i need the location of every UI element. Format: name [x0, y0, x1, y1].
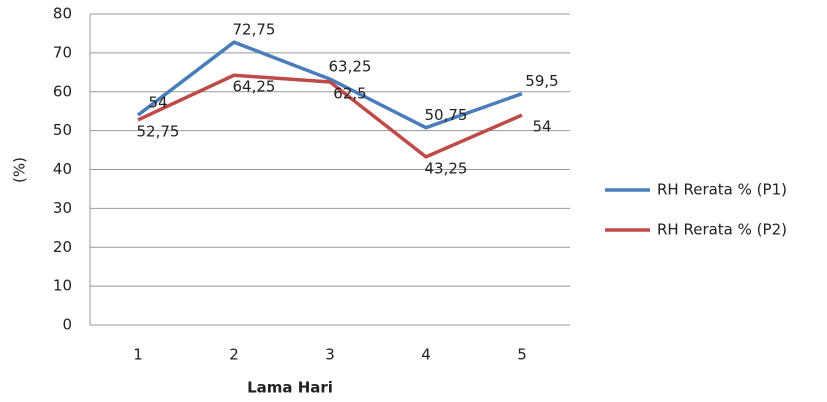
- y-tick-label: 20: [53, 238, 72, 256]
- x-tick-label: 4: [421, 346, 431, 364]
- series-line: [136, 40, 523, 130]
- data-label: 62,5: [333, 85, 366, 103]
- y-tick-label: 50: [53, 121, 72, 139]
- x-tick-label: 1: [133, 346, 143, 364]
- y-tick-label: 10: [53, 277, 72, 295]
- x-tick-label: 2: [229, 346, 239, 364]
- legend-label: RH Rerata % (P1): [657, 181, 787, 199]
- data-label: 59,5: [525, 72, 558, 90]
- x-axis-label: Lama Hari: [247, 379, 333, 397]
- data-label: 54: [532, 118, 551, 136]
- data-label: 64,25: [233, 78, 276, 96]
- data-label: 50,75: [425, 106, 468, 124]
- y-tick-label: 80: [53, 5, 72, 23]
- y-tick-label: 30: [53, 199, 72, 217]
- data-label: 63,25: [329, 58, 372, 76]
- y-tick-label: 60: [53, 82, 72, 100]
- data-label: 43,25: [425, 159, 468, 177]
- y-tick-label: 70: [53, 43, 72, 61]
- legend-label: RH Rerata % (P2): [657, 221, 787, 239]
- y-axis-label: (%): [11, 157, 29, 183]
- y-tick-label: 40: [53, 160, 72, 178]
- x-tick-label: 5: [517, 346, 527, 364]
- data-label: 54: [148, 94, 167, 112]
- y-tick-label: 0: [62, 316, 72, 334]
- x-tick-label: 3: [325, 346, 335, 364]
- data-label: 52,75: [137, 122, 180, 140]
- series-line: [137, 73, 523, 159]
- data-label: 72,75: [233, 21, 276, 39]
